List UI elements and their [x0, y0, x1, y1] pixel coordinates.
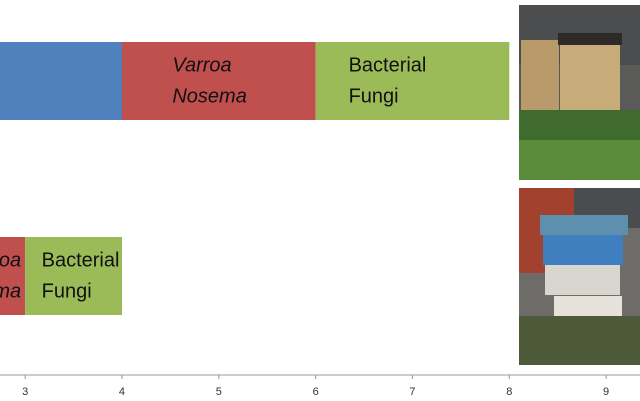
bar-label: Fungi: [349, 85, 399, 107]
x-tick-label: 9: [603, 386, 609, 398]
x-tick-label: 5: [216, 386, 222, 398]
bar-label: Varroa: [172, 54, 231, 76]
bar-segment: [0, 42, 122, 120]
bar-label: Varroa: [0, 249, 21, 271]
ticks: 3 4 5 6 7 8 9: [22, 375, 609, 398]
bar-label: Bacterial: [42, 249, 120, 271]
x-tick-label: 4: [119, 386, 125, 398]
bar-label: Nosema: [0, 280, 21, 302]
bars: Varroa Nosema Bacterial Fungi Varroa Nosema Ba…: [0, 42, 509, 315]
x-tick-label: 6: [313, 386, 319, 398]
x-tick-label: 3: [22, 386, 28, 398]
x-tick-label: 8: [506, 386, 512, 398]
photo-bottom: [519, 188, 640, 365]
bar-label: Nosema: [172, 85, 246, 107]
bar-label: Bacterial: [349, 54, 427, 76]
x-tick-label: 7: [409, 386, 415, 398]
chart: Varroa Nosema Bacterial Fungi Varroa Nosema Ba…: [0, 0, 640, 401]
photo-top: [519, 5, 640, 180]
bar-label: Fungi: [42, 280, 92, 302]
